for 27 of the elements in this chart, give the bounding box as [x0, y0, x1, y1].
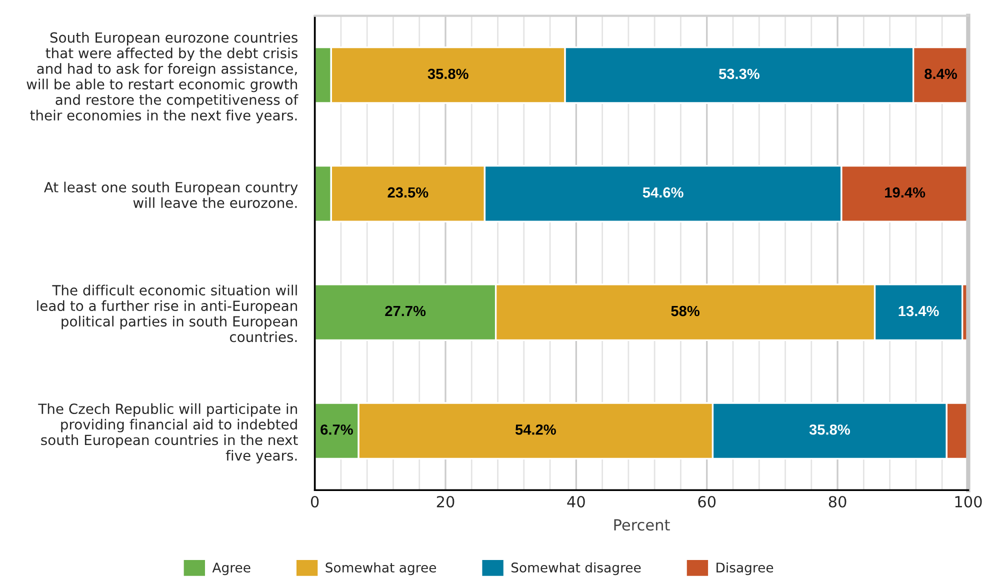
legend-label: Disagree [716, 562, 774, 576]
legend-label: Agree [212, 562, 250, 576]
x-tick-label: 100 [955, 496, 982, 508]
data-label: 35.8% [428, 68, 468, 80]
x-axis-title: Percent [614, 519, 670, 531]
x-tick-label: 40 [567, 496, 585, 508]
data-label: 8.4% [924, 68, 958, 80]
data-label: 53.3% [718, 68, 760, 80]
data-label: 23.5% [388, 187, 428, 198]
data-label: 13.4% [898, 306, 939, 316]
x-tick-label: 60 [698, 496, 716, 508]
data-label: 35.8% [809, 424, 850, 435]
x-tick-label: 0 [310, 496, 319, 508]
legend-label: Somewhat disagree [511, 562, 641, 576]
y-tick-label: At least one south European country will leave the eurozone. [44, 182, 298, 208]
x-tick-label: 80 [828, 496, 846, 508]
data-label: 6.7% [320, 424, 353, 435]
legend-label: Somewhat agree [326, 562, 436, 576]
data-label: 54.6% [642, 187, 684, 198]
x-tick-label: 20 [436, 496, 454, 508]
data-label: 58% [671, 306, 700, 316]
y-tick-label: The Czech Republic will participate in providing financial aid to indebted south European countries in the next five years. [38, 403, 298, 464]
data-label: 54.2% [515, 424, 556, 435]
data-label: 19.4% [885, 187, 926, 198]
y-tick-label: The difficult economic situation will lead to a further rise in anti-European political parties in south European countries. [37, 284, 297, 342]
y-tick-label: South European eurozone countries that were affected by the debt crisis and had to ask for foreign assistance, will be able to restart economic growth and restore the competitiveness of their economies in the next five years. [26, 32, 298, 124]
data-label: 27.7% [385, 306, 426, 316]
